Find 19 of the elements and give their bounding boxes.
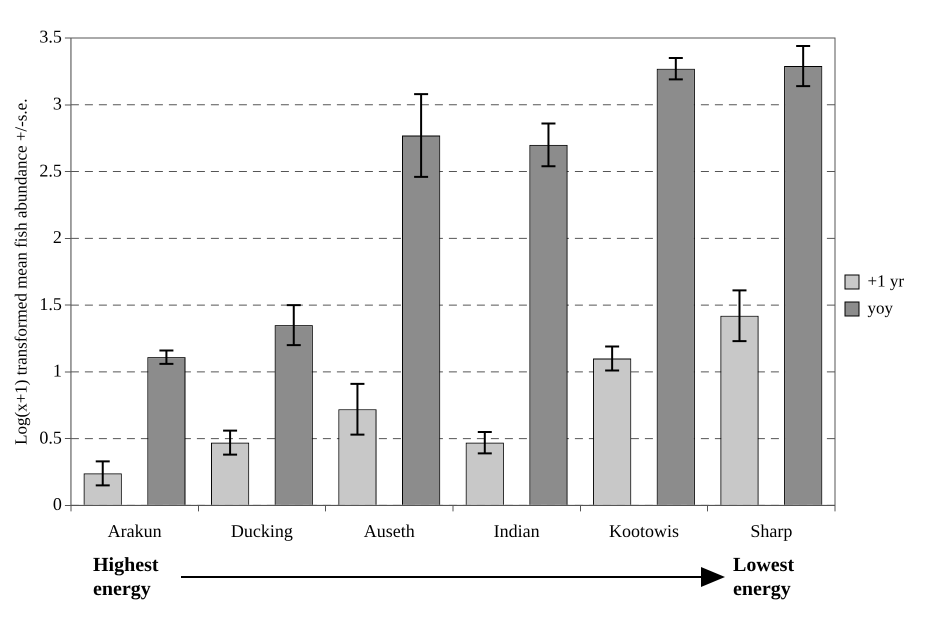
x-tick-label: Auseth — [364, 520, 415, 541]
y-tick-label: 3 — [52, 94, 62, 114]
x-tick-label: Kootowis — [608, 520, 679, 541]
y-tick-label: 0.5 — [39, 427, 62, 448]
y-tick-label: 1 — [52, 360, 62, 381]
y-tick-label: 2.5 — [39, 160, 62, 180]
y-tick-label: 2 — [52, 227, 62, 248]
x-tick-label: Arakun — [108, 520, 162, 541]
x-tick-label: Sharp — [750, 520, 792, 541]
x-tick-label: Ducking — [230, 520, 293, 541]
text: Lowest energy — [733, 553, 796, 601]
y-tick-label: 3.5 — [39, 26, 62, 47]
text: Highest energy — [93, 553, 160, 601]
legend-label: +1 yr — [868, 271, 904, 290]
y-tick-label: 1.5 — [39, 294, 62, 314]
legend-label: yoy — [868, 298, 894, 318]
y-tick-label: 0 — [52, 494, 62, 514]
y-axis-title: Log(x+1) transformed mean fish abundance +/-s.e. — [12, 98, 31, 445]
x-tick-label: Indian — [494, 520, 540, 541]
